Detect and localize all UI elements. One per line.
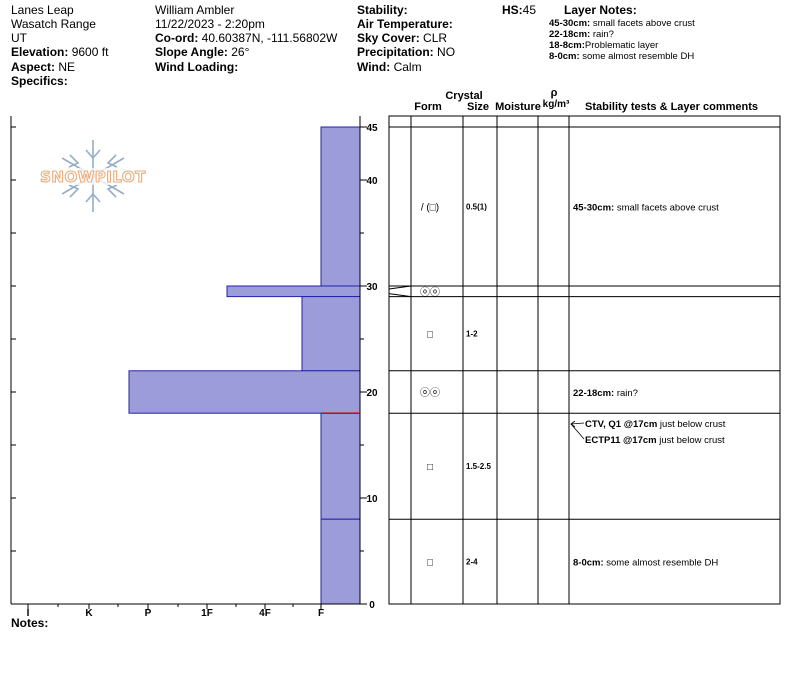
precipitation: Precipitation: NO (357, 45, 456, 59)
x-tick-label-1F: 1F (201, 608, 213, 619)
layer-size-5: 2-4 (466, 558, 478, 567)
hardness-bar-2 (301, 296, 361, 372)
elevation: Elevation: 9600 ft (11, 45, 109, 59)
hardness-bar-4 (320, 412, 361, 520)
specifics: Specifics: (11, 74, 68, 88)
layer-form-0: / (□) (421, 203, 439, 214)
wind-loading: Wind Loading: (155, 60, 239, 74)
depth-label-30: 30 (366, 282, 378, 293)
form-header: Form (414, 101, 442, 113)
hardness-bar-3 (128, 370, 361, 414)
test-pointer-2 (570, 422, 585, 425)
test-arrowhead-icon (570, 420, 576, 428)
hardness-bar-1 (226, 285, 361, 298)
depth-label-20: 20 (366, 388, 378, 399)
density-unit-header: kg/m³ (543, 99, 570, 110)
rho-header: ρ (551, 87, 558, 99)
comment-2: CTV, Q1 @17cm just below crust (585, 419, 726, 430)
layer-size-0: 0.5(1) (466, 203, 487, 212)
slope-angle: Slope Angle: 26° (155, 45, 250, 59)
state: UT (11, 31, 27, 45)
crystal-header: Crystal (445, 90, 482, 102)
layer-connector-29 (388, 293, 412, 298)
range: Wasatch Range (11, 17, 96, 31)
depth-label-40: 40 (366, 176, 378, 187)
layer-table-frame (388, 115, 781, 605)
aspect: Aspect: NE (11, 60, 76, 74)
coordinates: Co-ord: 40.60387N, -111.56802W (155, 31, 338, 45)
x-tick-label-I: I (27, 608, 30, 619)
layer-size-2: 1-2 (466, 330, 478, 339)
comments-header: Stability tests & Layer comments (585, 101, 758, 113)
hardness-bar-0 (320, 126, 361, 287)
comment-4: 8-0cm: some almost resemble DH (573, 558, 718, 569)
depth-label-10: 10 (366, 494, 378, 505)
x-tick-label-K: K (85, 608, 93, 619)
moisture-header: Moisture (495, 101, 541, 113)
size-header: Size (467, 101, 489, 113)
air-temperature: Air Temperature: (357, 17, 453, 31)
snowpilot-watermark: SNOWPILOT (34, 140, 152, 212)
location: Lanes Leap (11, 3, 74, 17)
datetime: 11/22/2023 - 2:20pm (155, 17, 265, 31)
x-tick-label-4F: 4F (259, 608, 271, 619)
x-tick-label-P: P (145, 608, 152, 619)
x-tick-label-F: F (318, 608, 324, 619)
wind: Wind: Calm (357, 60, 422, 74)
comment-1: 22-18cm: rain? (573, 388, 638, 399)
layer-note-3: 18-8cm:Problematic layer (549, 40, 659, 51)
hardness-bar-5 (320, 518, 361, 605)
depth-label-45: 45 (366, 123, 378, 134)
snow-height: HS:45 (502, 3, 537, 17)
sky-cover: Sky Cover: CLR (357, 31, 448, 45)
layer-note-1: 45-30cm: small facets above crust (549, 18, 695, 29)
observer: William Ambler (155, 3, 235, 17)
test-pointer-3 (570, 423, 585, 440)
comment-3: ECTP11 @17cm just below crust (585, 435, 725, 446)
layer-size-4: 1.5-2.5 (466, 462, 491, 471)
depth-label-0: 0 (369, 600, 375, 611)
layer-note-2: 22-18cm: rain? (549, 29, 614, 40)
layer-form-1: ⓞⓞ (420, 286, 440, 298)
notes-label: Notes: (11, 616, 49, 630)
layer-form-4: □ (427, 462, 433, 473)
comment-0: 45-30cm: small facets above crust (573, 203, 719, 214)
layer-form-2: □ (427, 330, 433, 341)
layer-notes-title: Layer Notes: (564, 3, 637, 17)
watermark-text: SNOWPILOT (40, 168, 146, 186)
layer-form-3: ⓞⓞ (420, 387, 440, 399)
stability: Stability: (357, 3, 408, 17)
layer-connector-30 (388, 285, 412, 290)
layer-form-5: □ (427, 558, 433, 569)
layer-note-4: 8-0cm: some almost resemble DH (549, 51, 695, 62)
